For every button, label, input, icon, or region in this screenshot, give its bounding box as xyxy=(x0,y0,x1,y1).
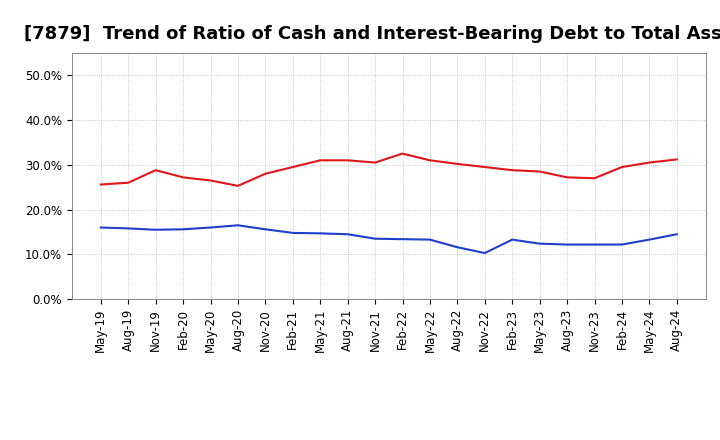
Legend: Cash, Interest-Bearing Debt: Cash, Interest-Bearing Debt xyxy=(235,434,543,440)
Cash xyxy=(645,160,654,165)
Interest-Bearing Debt xyxy=(536,241,544,246)
Cash xyxy=(151,168,160,173)
Cash xyxy=(124,180,132,185)
Cash xyxy=(343,158,352,163)
Interest-Bearing Debt xyxy=(233,223,242,228)
Interest-Bearing Debt xyxy=(261,227,270,232)
Cash xyxy=(206,178,215,183)
Interest-Bearing Debt xyxy=(343,231,352,237)
Interest-Bearing Debt xyxy=(151,227,160,232)
Cash xyxy=(618,165,626,170)
Cash xyxy=(398,151,407,156)
Interest-Bearing Debt xyxy=(590,242,599,247)
Interest-Bearing Debt xyxy=(124,226,132,231)
Interest-Bearing Debt xyxy=(179,227,187,232)
Title: [7879]  Trend of Ratio of Cash and Interest-Bearing Debt to Total Assets: [7879] Trend of Ratio of Cash and Intere… xyxy=(24,25,720,43)
Interest-Bearing Debt xyxy=(453,245,462,250)
Interest-Bearing Debt xyxy=(508,237,516,242)
Interest-Bearing Debt xyxy=(645,237,654,242)
Cash xyxy=(261,171,270,176)
Interest-Bearing Debt xyxy=(398,237,407,242)
Line: Interest-Bearing Debt: Interest-Bearing Debt xyxy=(101,225,677,253)
Cash xyxy=(563,175,572,180)
Cash xyxy=(233,183,242,188)
Interest-Bearing Debt xyxy=(426,237,434,242)
Cash xyxy=(316,158,325,163)
Interest-Bearing Debt xyxy=(316,231,325,236)
Cash xyxy=(508,168,516,173)
Cash xyxy=(536,169,544,174)
Cash xyxy=(426,158,434,163)
Interest-Bearing Debt xyxy=(672,231,681,237)
Interest-Bearing Debt xyxy=(480,250,489,256)
Cash xyxy=(179,175,187,180)
Interest-Bearing Debt xyxy=(371,236,379,242)
Cash xyxy=(371,160,379,165)
Cash xyxy=(480,165,489,170)
Cash xyxy=(672,157,681,162)
Interest-Bearing Debt xyxy=(618,242,626,247)
Cash xyxy=(289,165,297,170)
Interest-Bearing Debt xyxy=(96,225,105,230)
Cash xyxy=(453,161,462,167)
Interest-Bearing Debt xyxy=(563,242,572,247)
Interest-Bearing Debt xyxy=(289,230,297,235)
Cash xyxy=(590,176,599,181)
Interest-Bearing Debt xyxy=(206,225,215,230)
Cash xyxy=(96,182,105,187)
Line: Cash: Cash xyxy=(101,154,677,186)
